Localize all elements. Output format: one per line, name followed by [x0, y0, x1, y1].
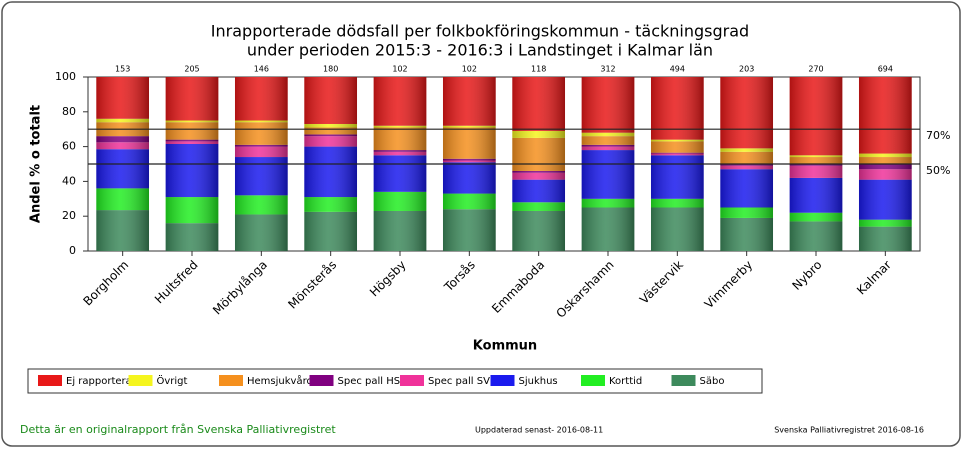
chart-title: Inrapporterade dödsfall per folkbokförin… [211, 22, 749, 41]
count-label: 694 [878, 65, 893, 74]
legend-swatch [38, 375, 62, 386]
legend-label: Korttid [609, 376, 642, 387]
reference-label: 50% [926, 164, 950, 177]
count-label: 146 [254, 65, 269, 74]
legend-label: Hemsjukvård [247, 374, 313, 387]
y-tick-label: 0 [69, 244, 76, 257]
y-tick-label: 40 [62, 174, 76, 187]
y-axis-title: Andel % o totalt [29, 105, 44, 223]
footer-left: Detta är en originalrapport från Svenska… [20, 423, 336, 436]
legend-label: Säbo [700, 376, 725, 387]
y-tick-label: 100 [55, 70, 76, 83]
count-label: 205 [184, 65, 199, 74]
legend-swatch [581, 375, 605, 386]
y-tick-label: 80 [62, 105, 76, 118]
legend-label: Spec pall HSV [338, 376, 408, 387]
count-label: 102 [462, 65, 477, 74]
count-label: 270 [808, 65, 823, 74]
legend-label: Ej rapporterat [66, 376, 136, 387]
footer-center: Uppdaterad senast- 2016-08-11 [475, 426, 603, 435]
legend-swatch [128, 375, 153, 386]
count-label: 180 [323, 65, 338, 74]
legend-label: Övrigt [157, 374, 188, 387]
count-label: 494 [670, 65, 685, 74]
legend-swatch [490, 375, 515, 386]
count-label: 312 [600, 65, 615, 74]
chart-title: under perioden 2015:3 - 2016:3 i Landsti… [247, 41, 713, 60]
count-label: 203 [739, 65, 754, 74]
y-tick-label: 60 [62, 140, 76, 153]
footer-right: Svenska Palliativregistret 2016-08-16 [774, 426, 924, 435]
y-tick-label: 20 [62, 209, 76, 222]
legend-swatch [671, 375, 696, 386]
count-label: 153 [115, 65, 130, 74]
legend-label: Spec pall SV [428, 376, 490, 387]
legend-label: Sjukhus [519, 376, 558, 387]
count-label: 118 [531, 65, 546, 74]
reference-label: 70% [926, 129, 950, 142]
x-axis-title: Kommun [473, 339, 537, 354]
count-label: 102 [392, 65, 407, 74]
legend-swatch [400, 375, 424, 386]
legend-swatch [219, 375, 243, 386]
legend-swatch [309, 375, 334, 386]
